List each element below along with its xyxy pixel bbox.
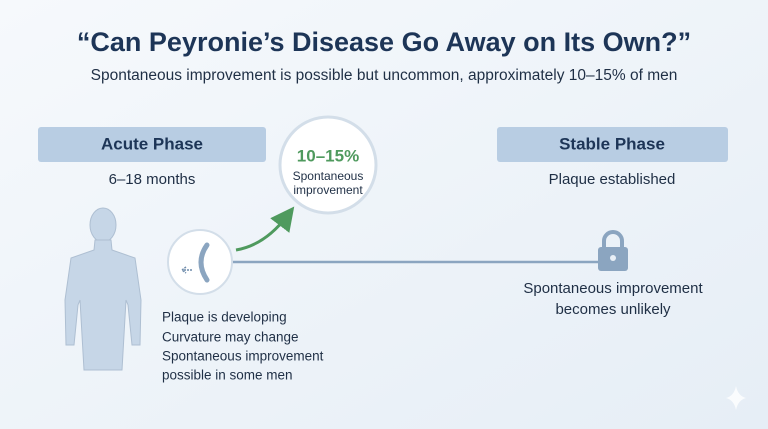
acute-phase-box [38, 127, 266, 162]
stable-note: becomes unlikely [555, 301, 671, 318]
acute-note: possible in some men [162, 368, 293, 383]
sparkle-icon [726, 386, 746, 410]
curvature-arrow [180, 266, 192, 274]
acute-note: Curvature may change [162, 330, 299, 345]
stable-phase-box [497, 127, 728, 162]
title: “Can Peyronie’s Disease Go Away on Its O… [77, 27, 691, 57]
improvement-caption: improvement [293, 183, 363, 197]
subtitle: Spontaneous improvement is possible but … [91, 67, 678, 84]
stable-status: Plaque established [549, 171, 676, 188]
human-figure [64, 207, 142, 371]
stable-phase-label: Stable Phase [559, 134, 665, 153]
lock-icon [598, 230, 628, 271]
acute-note: Spontaneous improvement [162, 349, 324, 364]
stable-note: Spontaneous improvement [523, 280, 703, 297]
improvement-arrow [235, 206, 295, 252]
acute-note: Plaque is developing [162, 310, 287, 325]
acute-phase-label: Acute Phase [101, 134, 203, 153]
curvature-icon [198, 242, 210, 283]
improvement-circle [278, 115, 378, 215]
improvement-caption: Spontaneous [293, 169, 364, 183]
improvement-rate: 10–15% [297, 146, 359, 165]
acute-duration: 6–18 months [109, 171, 196, 188]
